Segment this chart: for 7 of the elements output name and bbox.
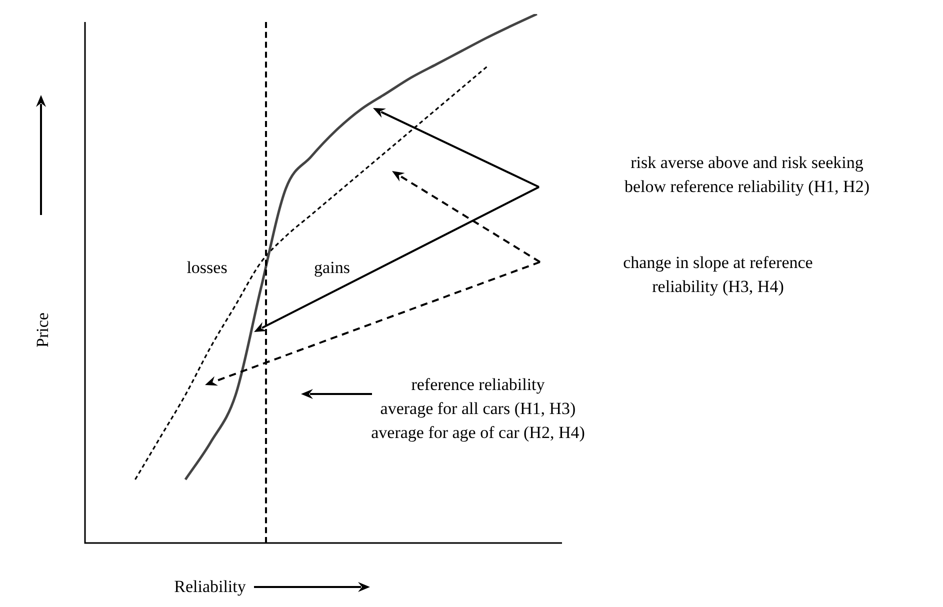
text: change in slope at reference reliability (H3, H4) [623,252,813,298]
annotation: gains [314,257,350,279]
annotation: losses [186,257,228,279]
annotation: reference reliability average for all cars (H1, H3) average for age of car (H2, H4) [371,374,585,444]
y-axis-title: Price [32,312,53,348]
x-axis-title: Reliability [174,576,246,598]
text: risk averse above and risk seeking below reference reliability (H1, H2) [624,152,870,198]
